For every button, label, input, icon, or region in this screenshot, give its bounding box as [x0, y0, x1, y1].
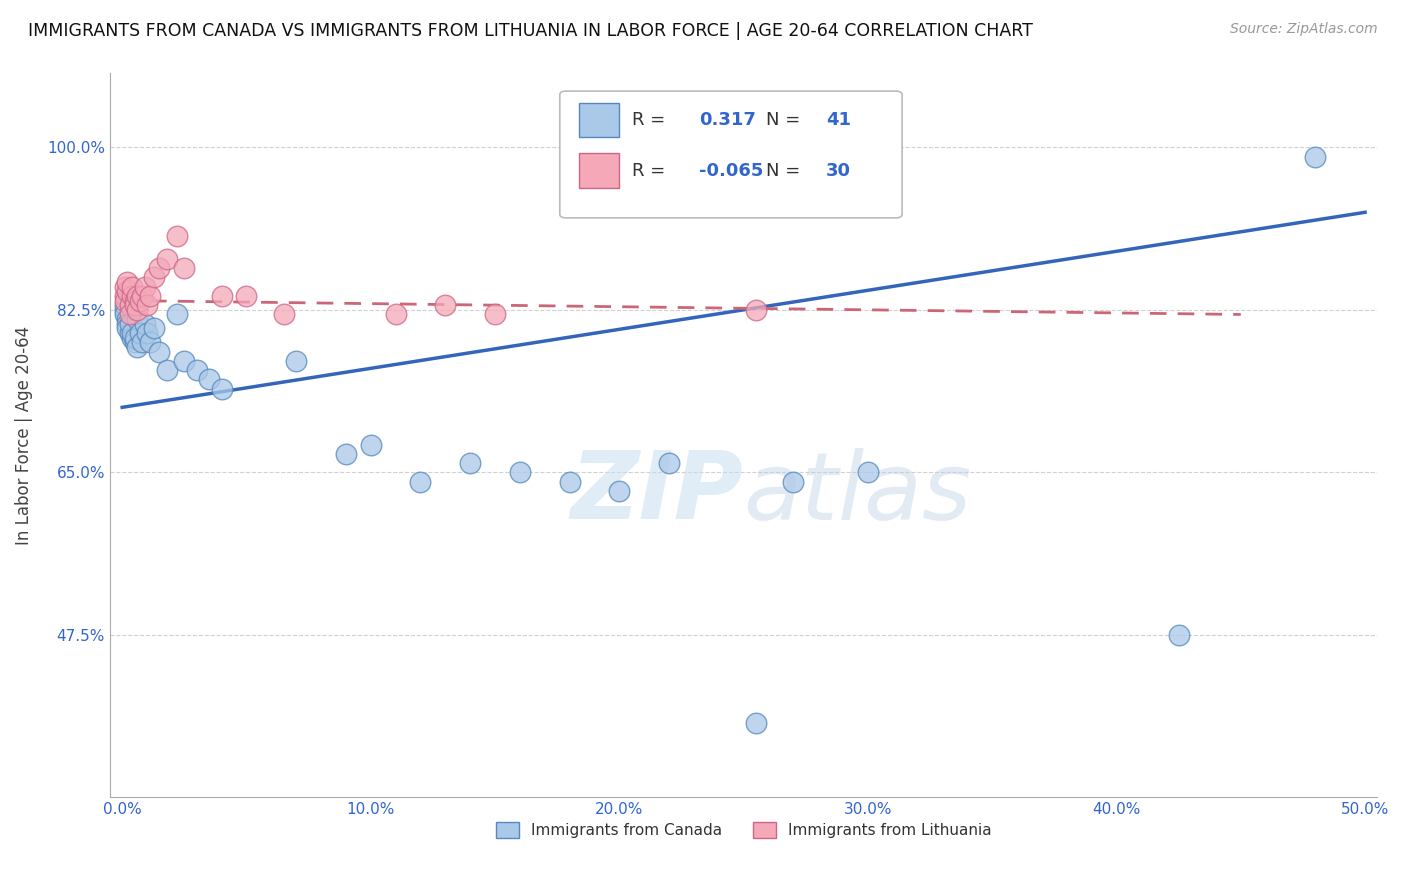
Text: R =: R = [633, 161, 665, 180]
Text: R =: R = [633, 112, 665, 129]
Point [115, 317, 138, 331]
Point [166, 308, 188, 322]
Text: N =: N = [766, 161, 800, 180]
Point [121, 326, 143, 340]
Point [458, 456, 481, 470]
Point [138, 335, 160, 350]
Point [136, 298, 159, 312]
Point [124, 335, 146, 350]
Text: Source: ZipAtlas.com: Source: ZipAtlas.com [1230, 22, 1378, 37]
Point [360, 437, 382, 451]
Point [143, 321, 166, 335]
Text: 30: 30 [827, 161, 851, 180]
Legend: Immigrants from Canada, Immigrants from Lithuania: Immigrants from Canada, Immigrants from … [489, 816, 997, 844]
Point [124, 298, 146, 312]
Point [409, 475, 432, 489]
Point [121, 289, 143, 303]
Point [211, 382, 233, 396]
Point [115, 275, 138, 289]
Point [121, 279, 143, 293]
Text: 41: 41 [827, 112, 851, 129]
Point [434, 298, 457, 312]
Point [118, 326, 141, 340]
Point [285, 354, 308, 368]
Point [173, 354, 195, 368]
Point [156, 363, 179, 377]
Point [114, 298, 136, 312]
Point [782, 475, 804, 489]
FancyBboxPatch shape [579, 103, 620, 137]
Point [127, 312, 149, 326]
Point [131, 335, 153, 350]
Point [148, 344, 170, 359]
Text: ZIP: ZIP [571, 447, 744, 539]
Point [856, 466, 879, 480]
Point [186, 363, 208, 377]
Point [509, 466, 531, 480]
Point [558, 475, 581, 489]
Point [114, 308, 136, 322]
Point [1305, 150, 1327, 164]
Point [136, 326, 159, 340]
Text: 0.317: 0.317 [699, 112, 756, 129]
Text: atlas: atlas [744, 448, 972, 539]
Point [273, 308, 295, 322]
Point [156, 252, 179, 266]
Text: N =: N = [766, 112, 800, 129]
Point [115, 321, 138, 335]
Point [384, 308, 406, 322]
Point [128, 293, 150, 308]
Point [118, 308, 141, 322]
Point [124, 331, 146, 345]
Point [211, 289, 233, 303]
Point [745, 716, 768, 731]
Point [118, 317, 141, 331]
Point [115, 312, 138, 326]
Point [148, 260, 170, 275]
Point [124, 293, 146, 308]
Point [335, 447, 357, 461]
Point [143, 270, 166, 285]
Point [607, 483, 630, 498]
Point [131, 289, 153, 303]
Point [658, 456, 681, 470]
Y-axis label: In Labor Force | Age 20-64: In Labor Force | Age 20-64 [15, 326, 32, 545]
Point [745, 302, 768, 317]
Point [138, 289, 160, 303]
Point [134, 279, 156, 293]
Point [121, 331, 143, 345]
FancyBboxPatch shape [560, 91, 903, 218]
Point [114, 302, 136, 317]
Point [127, 289, 149, 303]
Text: -0.065: -0.065 [699, 161, 763, 180]
Point [1167, 628, 1189, 642]
Point [235, 289, 257, 303]
Point [114, 279, 136, 293]
Point [114, 289, 136, 303]
Point [127, 302, 149, 317]
Point [127, 340, 149, 354]
Point [115, 285, 138, 299]
Point [484, 308, 506, 322]
Point [173, 260, 195, 275]
Point [198, 372, 221, 386]
Point [166, 228, 188, 243]
Point [114, 293, 136, 308]
Point [128, 326, 150, 340]
Text: IMMIGRANTS FROM CANADA VS IMMIGRANTS FROM LITHUANIA IN LABOR FORCE | AGE 20-64 C: IMMIGRANTS FROM CANADA VS IMMIGRANTS FRO… [28, 22, 1033, 40]
Point [134, 317, 156, 331]
Point [118, 298, 141, 312]
FancyBboxPatch shape [579, 153, 620, 188]
